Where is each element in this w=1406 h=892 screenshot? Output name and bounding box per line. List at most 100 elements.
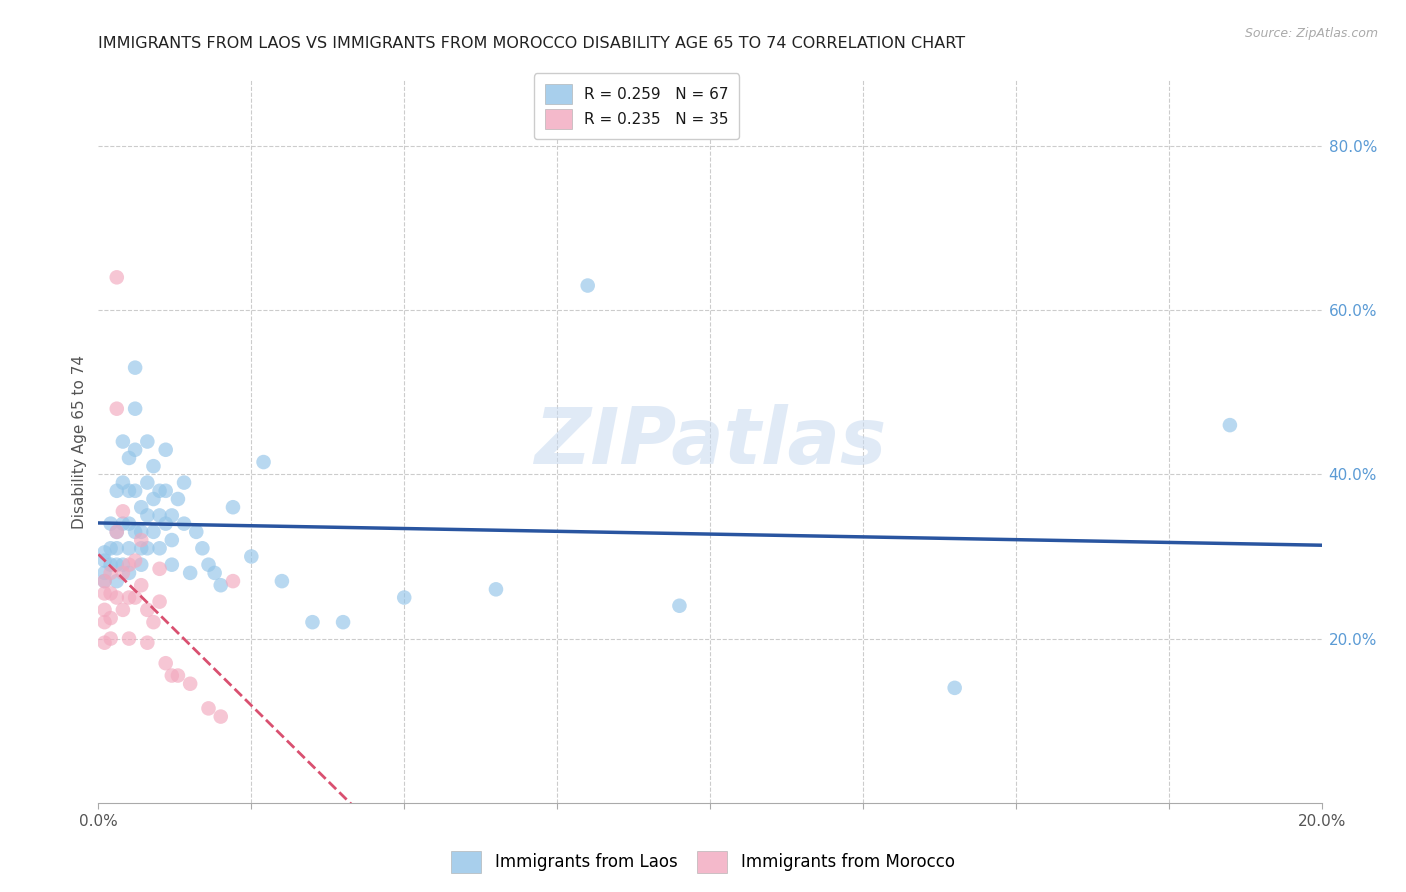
Point [105,574,128,588]
Point [142,459,165,474]
Point [136,508,159,523]
Point [124,442,146,457]
Point [111,566,134,580]
Point [173,475,195,490]
Point [118,566,141,580]
Point [93,574,115,588]
Point [179,566,201,580]
Point [129,541,152,556]
Point [93,586,115,600]
Point [118,541,141,556]
Point [136,434,159,449]
Point [111,504,134,518]
Point [105,541,128,556]
Point [105,401,128,416]
Point [197,558,219,572]
Text: ZIPatlas: ZIPatlas [534,403,886,480]
Point [100,611,122,625]
Point [93,636,115,650]
Text: IMMIGRANTS FROM LAOS VS IMMIGRANTS FROM MOROCCO DISABILITY AGE 65 TO 74 CORRELAT: IMMIGRANTS FROM LAOS VS IMMIGRANTS FROM … [98,36,966,51]
Point [111,434,134,449]
Point [270,574,292,588]
Point [142,615,165,630]
Point [136,603,159,617]
Point [124,553,146,567]
Point [129,533,152,547]
Text: Source: ZipAtlas.com: Source: ZipAtlas.com [1244,27,1378,40]
Point [105,558,128,572]
Point [160,508,183,523]
Point [222,500,245,515]
Point [124,591,146,605]
Point [142,491,165,506]
Point [197,701,219,715]
Point [179,677,201,691]
Point [332,615,354,630]
Point [118,558,141,572]
Point [105,591,128,605]
Point [142,524,165,539]
Point [124,401,146,416]
Legend: Immigrants from Laos, Immigrants from Morocco: Immigrants from Laos, Immigrants from Mo… [444,845,962,880]
Point [136,541,159,556]
Point [105,524,128,539]
Point [118,591,141,605]
Point [136,475,159,490]
Point [124,360,146,375]
Point [155,483,177,498]
Point [100,586,122,600]
Point [240,549,263,564]
Point [149,594,172,608]
Point [204,566,226,580]
Point [100,566,122,580]
Point [129,558,152,572]
Point [93,545,115,559]
Point [129,500,152,515]
Point [167,668,190,682]
Point [222,574,245,588]
Point [155,657,177,671]
Point [105,270,128,285]
Point [155,442,177,457]
Point [93,574,115,588]
Point [485,582,508,597]
Point [160,558,183,572]
Point [668,599,690,613]
Legend: R = 0.259   N = 67, R = 0.235   N = 35: R = 0.259 N = 67, R = 0.235 N = 35 [534,73,740,139]
Point [129,524,152,539]
Point [186,524,208,539]
Point [111,516,134,531]
Point [111,558,134,572]
Point [100,541,122,556]
Y-axis label: Disability Age 65 to 74: Disability Age 65 to 74 [72,354,87,529]
Point [124,483,146,498]
Point [160,533,183,547]
Point [149,483,172,498]
Point [209,578,232,592]
Point [100,558,122,572]
Point [167,491,190,506]
Point [173,516,195,531]
Point [93,615,115,630]
Point [576,278,599,293]
Point [93,603,115,617]
Point [136,636,159,650]
Point [191,541,214,556]
Point [943,681,966,695]
Point [1219,418,1241,433]
Point [149,541,172,556]
Point [118,632,141,646]
Point [118,450,141,465]
Point [155,516,177,531]
Point [129,578,152,592]
Point [118,483,141,498]
Point [100,632,122,646]
Point [105,483,128,498]
Point [93,566,115,580]
Point [93,553,115,567]
Point [392,591,416,605]
Point [160,668,183,682]
Point [111,603,134,617]
Point [149,508,172,523]
Point [252,455,274,469]
